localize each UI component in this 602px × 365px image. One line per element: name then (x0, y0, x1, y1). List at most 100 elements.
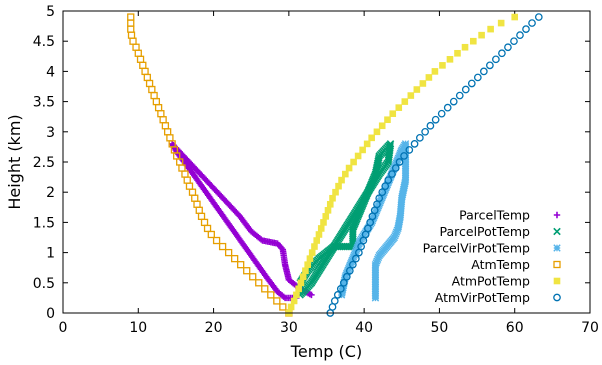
y-tick-label: 2.5 (33, 155, 55, 171)
data-point (237, 261, 245, 269)
legend: ParcelTempParcelPotTempParcelVirPotTempA… (423, 208, 561, 305)
data-point (299, 273, 307, 281)
x-axis-label: Temp (C) (290, 342, 362, 361)
data-point (150, 91, 158, 100)
legend-item: AtmPotTemp (452, 274, 561, 289)
data-point (511, 13, 519, 21)
legend-item: ParcelPotTemp (440, 224, 561, 239)
data-point (315, 231, 323, 238)
series-ParcelTemp (168, 140, 315, 302)
data-point (249, 273, 257, 281)
data-point (381, 182, 390, 191)
tick-marks (63, 11, 590, 313)
legend-item: ParcelVirPotTemp (423, 241, 561, 256)
data-point (332, 188, 339, 196)
data-point (372, 259, 380, 267)
data-point (127, 13, 135, 21)
data-point (163, 128, 172, 136)
data-point (378, 188, 387, 197)
data-point (329, 194, 336, 202)
data-point (394, 224, 402, 233)
data-point (439, 62, 446, 69)
legend-label: ParcelPotTemp (440, 224, 531, 239)
data-point (401, 98, 409, 105)
legend-label: ParcelVirPotTemp (423, 241, 530, 256)
data-point (243, 267, 251, 275)
data-point (326, 200, 334, 208)
y-tick-label: 5 (46, 4, 55, 20)
data-point (181, 170, 189, 178)
data-point (510, 37, 518, 46)
x-tick-label: 70 (581, 320, 599, 336)
x-tick-label: 10 (129, 320, 147, 336)
data-point (419, 80, 427, 87)
data-point (392, 228, 401, 236)
data-point (333, 291, 342, 299)
legend-item: AtmVirPotTemp (435, 290, 561, 305)
data-point (267, 291, 275, 299)
legend-marker (553, 260, 561, 269)
data-point (486, 61, 494, 70)
data-point (197, 212, 206, 221)
data-point (391, 164, 400, 172)
data-point (395, 158, 404, 166)
data-point (324, 207, 332, 214)
x-tick-label: 20 (205, 320, 223, 336)
data-point (449, 97, 458, 106)
y-tick-label: 1 (46, 246, 55, 262)
legend-marker (553, 277, 561, 285)
data-point (426, 121, 435, 130)
data-point (534, 13, 543, 21)
data-point (191, 194, 199, 202)
data-point (348, 260, 357, 269)
data-point (139, 61, 147, 70)
data-point (413, 86, 421, 93)
data-point (352, 254, 360, 263)
data-point (368, 134, 375, 142)
y-tick-label: 2 (46, 185, 55, 201)
data-point (342, 272, 351, 281)
data-point (498, 49, 506, 58)
data-point (354, 152, 362, 160)
data-point (373, 255, 382, 263)
data-point (295, 285, 302, 293)
data-point (473, 73, 482, 82)
data-point (290, 297, 298, 305)
legend-item: ParcelTemp (459, 208, 561, 223)
data-point (273, 297, 281, 305)
plot-frame (62, 10, 591, 314)
data-point (384, 176, 393, 184)
data-point (141, 67, 149, 76)
data-point (159, 116, 167, 124)
data-point (487, 25, 494, 33)
y-axis-label: Height (km) (5, 114, 24, 209)
data-point (461, 43, 469, 51)
data-point (127, 25, 135, 33)
data-point (345, 266, 354, 275)
data-point (371, 294, 380, 302)
data-point (335, 182, 342, 190)
data-point (193, 200, 201, 208)
data-point (218, 242, 227, 251)
data-point (207, 230, 215, 239)
x-tick-label: 0 (59, 320, 68, 336)
data-point (136, 55, 145, 63)
legend-label: AtmTemp (471, 257, 530, 272)
data-point (407, 92, 415, 99)
data-point (212, 236, 221, 245)
data-point (339, 278, 348, 287)
data-point (188, 188, 197, 196)
data-point (467, 79, 476, 88)
data-point (224, 248, 233, 257)
data-point (446, 56, 454, 63)
y-tick-label: 0 (46, 306, 55, 322)
data-point (336, 284, 345, 293)
data-point (522, 25, 530, 33)
data-point (317, 225, 325, 232)
data-point (313, 237, 321, 244)
data-point (400, 152, 408, 160)
data-point (391, 231, 399, 240)
x-tick-label: 40 (355, 320, 373, 336)
data-point (363, 140, 371, 148)
legend-marker (553, 244, 561, 252)
